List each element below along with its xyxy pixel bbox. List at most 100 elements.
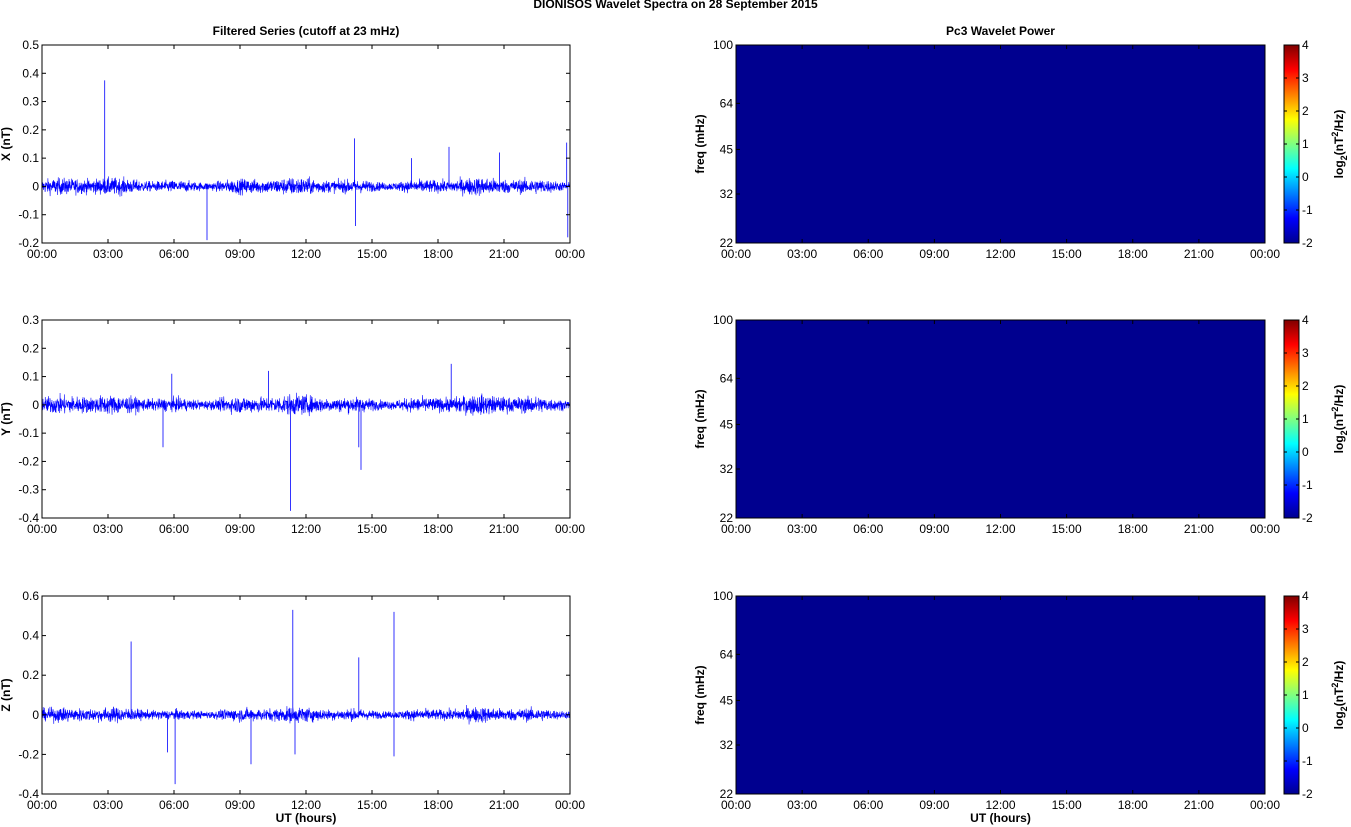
x-tick-label: 21:00 <box>489 247 519 261</box>
colorbar-tick-label: -2 <box>1302 236 1313 250</box>
x-tick-label: 12:00 <box>985 247 1015 261</box>
x-tick-label: 00:00 <box>1250 247 1280 261</box>
colorbar-tick-label: 3 <box>1302 71 1309 85</box>
x-tick-label: 09:00 <box>225 522 255 536</box>
colorbar-tick-label: -1 <box>1302 754 1313 768</box>
y-tick-label: 0.6 <box>22 589 39 603</box>
x-tick-label: 18:00 <box>1118 247 1148 261</box>
x-tick-label: 00:00 <box>721 798 751 812</box>
colorbar-tick-label: 1 <box>1302 412 1309 426</box>
y-series-panel: -0.4 -0.3 -0.2 -0.1 0 0.1 0.2 0.3 Y (nT) 00:00 03:… <box>0 313 585 536</box>
x-tick-label: 00:00 <box>27 798 57 812</box>
panel-title: Pc3 Wavelet Power <box>946 24 1055 38</box>
x-tick-label: 06:00 <box>853 798 883 812</box>
y-tick-label: 45 <box>720 693 734 707</box>
x-tick-label: 15:00 <box>357 522 387 536</box>
x-tick-label: 12:00 <box>291 798 321 812</box>
colorbar-label: log2(nT2/Hz) <box>1330 385 1349 454</box>
heatmap-fill <box>736 45 1265 243</box>
colorbar-tick-label: 2 <box>1302 104 1309 118</box>
heatmap-fill <box>736 596 1265 794</box>
colorbar: -2 -1 0 1 2 3 4 log2(nT2/Hz) <box>1283 313 1349 525</box>
x-tick-label: 03:00 <box>787 798 817 812</box>
x-tick-label: 15:00 <box>1052 522 1082 536</box>
y-tick-label: 22 <box>720 787 734 801</box>
y-tick-label: -0.2 <box>18 236 39 250</box>
x-tick-label: 21:00 <box>1184 247 1214 261</box>
colorbar-tick-label: 4 <box>1302 38 1309 52</box>
y-tick-label: -0.1 <box>18 208 39 222</box>
x-tick-label: 12:00 <box>291 247 321 261</box>
x-tick-label: 12:00 <box>985 522 1015 536</box>
x-axis-label: UT (hours) <box>970 811 1031 825</box>
heatmap-fill <box>736 320 1265 518</box>
series-line <box>41 705 571 725</box>
y-axis-label: Z (nT) <box>0 678 13 711</box>
x-tick-label: 00:00 <box>555 798 585 812</box>
colorbar-tick-label: 4 <box>1302 313 1309 327</box>
x-tick-label: 18:00 <box>423 798 453 812</box>
y-tick-label: 0.1 <box>22 151 39 165</box>
y-tick-label: -0.1 <box>18 426 39 440</box>
y-tick-label: 22 <box>720 511 734 525</box>
z-series-panel: -0.4 -0.2 0 0.2 0.4 0.6 Z (nT) 00:00 03:00 06:00 0… <box>0 589 585 825</box>
x-tick-label: 09:00 <box>225 798 255 812</box>
y-tick-label: 0.2 <box>22 341 39 355</box>
x-tick-label: 15:00 <box>357 798 387 812</box>
y-axis-label: X (nT) <box>0 127 13 161</box>
y-tick-label: 32 <box>720 187 734 201</box>
x-tick-label: 21:00 <box>1184 522 1214 536</box>
colorbar-tick-label: 0 <box>1302 170 1309 184</box>
colorbar-tick-label: 1 <box>1302 137 1309 151</box>
x-tick-label: 03:00 <box>93 798 123 812</box>
colorbar-tick-label: -1 <box>1302 203 1313 217</box>
x-axis-label: UT (hours) <box>276 811 337 825</box>
y-tick-label: 0.3 <box>22 95 39 109</box>
series-line <box>41 392 571 417</box>
y-tick-label: -0.2 <box>18 747 39 761</box>
colorbar-tick-label: 1 <box>1302 688 1309 702</box>
colorbar-tick-label: 3 <box>1302 622 1309 636</box>
colorbar-label: log2(nT2/Hz) <box>1330 661 1349 730</box>
x-tick-label: 06:00 <box>159 247 189 261</box>
x-tick-label: 06:00 <box>159 798 189 812</box>
x-tick-label: 12:00 <box>985 798 1015 812</box>
y-tick-label: 64 <box>720 647 734 661</box>
y-tick-label: 45 <box>720 417 734 431</box>
y-tick-label: -0.4 <box>18 787 39 801</box>
colorbar-tick-label: 3 <box>1302 346 1309 360</box>
y-axis-label: freq (mHz) <box>693 114 707 173</box>
colorbar-tick-label: 2 <box>1302 655 1309 669</box>
y-tick-label: 0 <box>32 708 39 722</box>
x-tick-label: 00:00 <box>1250 522 1280 536</box>
plot-area <box>42 320 570 518</box>
colorbar-tick-label: -2 <box>1302 787 1313 801</box>
colorbar-tick-label: 4 <box>1302 589 1309 603</box>
x-tick-label: 18:00 <box>1118 522 1148 536</box>
x-tick-label: 00:00 <box>1250 798 1280 812</box>
x-tick-label: 15:00 <box>1052 247 1082 261</box>
x-tick-label: 03:00 <box>93 522 123 536</box>
colorbar-tick-label: 0 <box>1302 721 1309 735</box>
x-tick-label: 21:00 <box>489 522 519 536</box>
x-tick-label: 09:00 <box>919 522 949 536</box>
y-tick-label: 0.4 <box>22 66 39 80</box>
y-tick-label: 0.2 <box>22 668 39 682</box>
y-tick-label: 32 <box>720 738 734 752</box>
x-tick-label: 21:00 <box>1184 798 1214 812</box>
colorbar: -2 -1 0 1 2 3 4 log2(nT2/Hz) <box>1283 589 1349 801</box>
x-tick-label: 18:00 <box>423 522 453 536</box>
y-tick-label: 0.5 <box>22 38 39 52</box>
y-axis-label: freq (mHz) <box>693 665 707 724</box>
y-tick-label: 0 <box>32 179 39 193</box>
y-tick-label: 100 <box>713 313 733 327</box>
colorbar-tick-label: -1 <box>1302 478 1313 492</box>
y-tick-label: -0.3 <box>18 483 39 497</box>
x-tick-label: 15:00 <box>1052 798 1082 812</box>
plot-area <box>42 45 570 243</box>
x-tick-label: 09:00 <box>225 247 255 261</box>
x-tick-label: 09:00 <box>919 247 949 261</box>
